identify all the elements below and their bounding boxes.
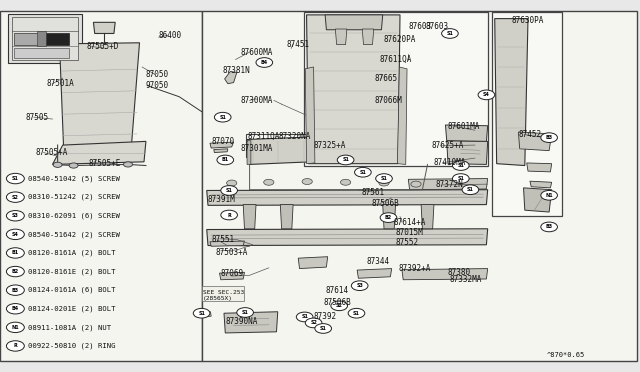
Circle shape — [541, 133, 557, 142]
Polygon shape — [307, 15, 400, 164]
Text: 87069: 87069 — [221, 269, 244, 278]
Polygon shape — [335, 29, 347, 45]
FancyBboxPatch shape — [14, 48, 69, 58]
Text: 87601MA: 87601MA — [448, 122, 481, 131]
Polygon shape — [445, 125, 488, 141]
Text: B3: B3 — [12, 288, 19, 293]
Circle shape — [221, 210, 237, 220]
Circle shape — [6, 192, 24, 202]
Text: 87344: 87344 — [367, 257, 390, 266]
Text: 86400: 86400 — [159, 31, 182, 40]
Polygon shape — [210, 142, 234, 148]
Polygon shape — [447, 141, 488, 164]
Text: 08540-51042 (5) SCREW: 08540-51042 (5) SCREW — [28, 175, 120, 182]
Polygon shape — [280, 205, 293, 229]
Text: B4: B4 — [260, 60, 268, 65]
Polygon shape — [527, 163, 552, 172]
Text: 87614+A: 87614+A — [394, 218, 426, 227]
Polygon shape — [298, 257, 328, 269]
Text: S4: S4 — [12, 232, 19, 237]
Circle shape — [302, 179, 312, 185]
Text: 00922-50810 (2) RING: 00922-50810 (2) RING — [28, 343, 116, 349]
Text: 87050: 87050 — [146, 70, 169, 79]
Polygon shape — [220, 272, 244, 280]
Text: B1: B1 — [12, 250, 19, 256]
Text: S1: S1 — [458, 176, 464, 181]
Polygon shape — [203, 312, 211, 317]
Text: S1: S1 — [447, 31, 453, 36]
Text: S2: S2 — [12, 195, 19, 200]
Circle shape — [193, 308, 210, 318]
Text: S3: S3 — [356, 283, 363, 288]
Text: S1: S1 — [381, 176, 387, 181]
Text: N1: N1 — [545, 193, 553, 198]
Circle shape — [53, 162, 62, 167]
Circle shape — [6, 211, 24, 221]
Text: 87451: 87451 — [286, 40, 309, 49]
Text: S1: S1 — [458, 163, 464, 168]
Text: S1: S1 — [342, 157, 349, 163]
Text: S1: S1 — [220, 115, 226, 120]
Text: R: R — [13, 343, 17, 349]
Polygon shape — [225, 71, 237, 84]
Circle shape — [351, 281, 368, 291]
Circle shape — [6, 229, 24, 240]
Text: 87390NA: 87390NA — [225, 317, 258, 326]
Text: S4: S4 — [483, 92, 490, 97]
Text: N1: N1 — [12, 325, 19, 330]
Text: S1: S1 — [226, 188, 232, 193]
Circle shape — [541, 190, 557, 200]
Polygon shape — [207, 229, 488, 246]
Circle shape — [315, 324, 332, 333]
Circle shape — [305, 318, 322, 328]
Text: 87505+E: 87505+E — [88, 159, 121, 168]
Polygon shape — [247, 140, 251, 164]
Polygon shape — [247, 136, 340, 164]
Text: B4: B4 — [12, 306, 19, 311]
Polygon shape — [52, 141, 146, 164]
Polygon shape — [383, 205, 396, 229]
Text: 08120-8161A (2) BOLT: 08120-8161A (2) BOLT — [28, 250, 116, 256]
Text: S2: S2 — [310, 320, 317, 326]
Text: 87603: 87603 — [426, 22, 449, 31]
Circle shape — [348, 308, 365, 318]
Text: 08310-62091 (6) SCREW: 08310-62091 (6) SCREW — [28, 212, 120, 219]
Text: 87501A: 87501A — [46, 79, 74, 88]
Polygon shape — [397, 67, 407, 164]
Text: S1: S1 — [301, 314, 308, 320]
Text: 87332MA: 87332MA — [449, 275, 482, 284]
Circle shape — [6, 341, 24, 351]
FancyBboxPatch shape — [44, 33, 69, 45]
FancyBboxPatch shape — [0, 11, 202, 361]
Text: B2: B2 — [12, 269, 19, 274]
Text: 87506B: 87506B — [323, 298, 351, 307]
Circle shape — [452, 161, 469, 170]
FancyBboxPatch shape — [202, 286, 244, 301]
Text: 87452: 87452 — [518, 130, 541, 139]
Text: 87300MA: 87300MA — [241, 96, 273, 105]
Text: S3: S3 — [12, 213, 19, 218]
Text: 08124-0201E (2) BOLT: 08124-0201E (2) BOLT — [28, 305, 116, 312]
Circle shape — [227, 180, 237, 186]
Text: 87551: 87551 — [211, 235, 234, 244]
Text: 87325+A: 87325+A — [314, 141, 346, 150]
Circle shape — [124, 162, 132, 167]
Text: 87381N: 87381N — [223, 66, 250, 75]
Polygon shape — [408, 179, 488, 190]
Circle shape — [296, 312, 313, 322]
Circle shape — [6, 285, 24, 295]
Circle shape — [237, 308, 253, 317]
Text: S1: S1 — [198, 311, 205, 316]
Text: B1: B1 — [221, 157, 229, 163]
Text: 87372N: 87372N — [435, 180, 463, 189]
Text: 87066M: 87066M — [374, 96, 402, 105]
Text: S1: S1 — [353, 311, 360, 316]
Polygon shape — [518, 132, 552, 151]
Text: S1: S1 — [12, 176, 19, 181]
Text: SEE SEC.253: SEE SEC.253 — [203, 289, 244, 295]
Circle shape — [411, 181, 421, 187]
Text: 97050: 97050 — [146, 81, 169, 90]
Circle shape — [6, 248, 24, 258]
Polygon shape — [357, 269, 392, 278]
